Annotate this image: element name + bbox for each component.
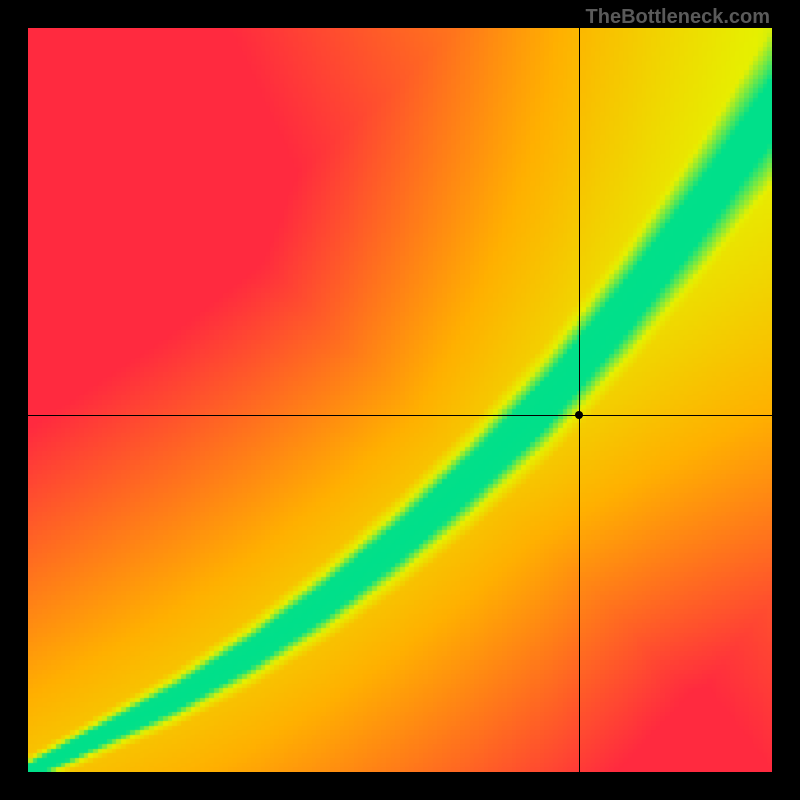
heatmap-canvas — [28, 28, 772, 772]
watermark-text: TheBottleneck.com — [586, 6, 770, 29]
crosshair-vertical — [579, 28, 580, 772]
crosshair-horizontal — [28, 415, 772, 416]
plot-area — [28, 28, 772, 772]
crosshair-marker — [575, 411, 583, 419]
